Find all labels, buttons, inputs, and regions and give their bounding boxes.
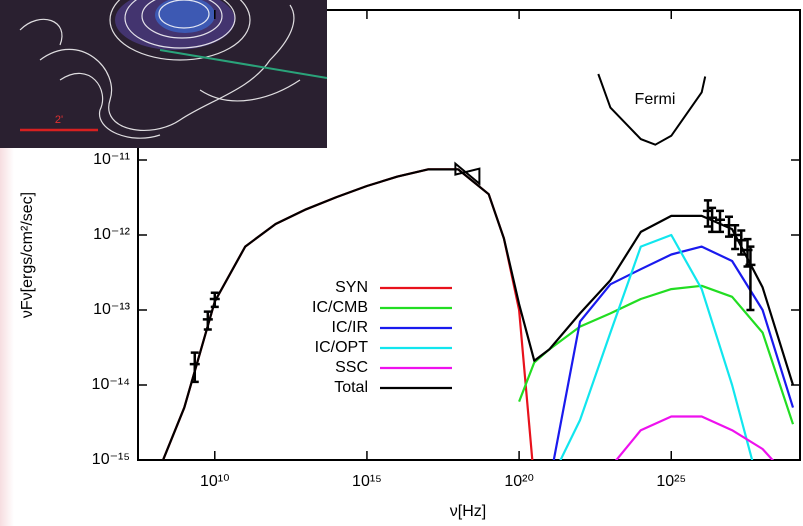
x-tick-label: 10²⁵ [656,473,686,490]
fermi-label: Fermi [635,91,676,108]
x-axis-label: ν[Hz] [450,503,486,520]
legend-label: IC/CMB [312,299,368,316]
x-tick-label: 10²⁰ [504,473,534,490]
legend-label: SSC [335,359,368,376]
inset-scale-label: 2' [55,114,63,126]
legend-label: IC/OPT [315,339,369,356]
legend-label: Total [334,379,368,396]
y-tick-label: 10⁻¹⁴ [92,376,131,393]
legend-label: SYN [335,279,368,296]
y-tick-label: 10⁻¹³ [93,301,131,318]
x-tick-label: 10¹⁵ [352,473,382,490]
y-tick-label: 10⁻¹¹ [93,151,130,168]
y-tick-label: 10⁻¹² [93,226,131,243]
x-tick-label: 10¹⁰ [200,473,230,490]
y-axis-label: νFν[ergs/cm²/sec] [19,192,36,318]
y-tick-label: 10⁻¹⁵ [92,451,130,468]
legend-label: IC/IR [332,319,368,336]
chart: ν[Hz] νFν[ergs/cm²/sec] Fermi 2' 10¹⁰ 10¹… [0,0,803,526]
inset-image: 2' [0,0,327,148]
